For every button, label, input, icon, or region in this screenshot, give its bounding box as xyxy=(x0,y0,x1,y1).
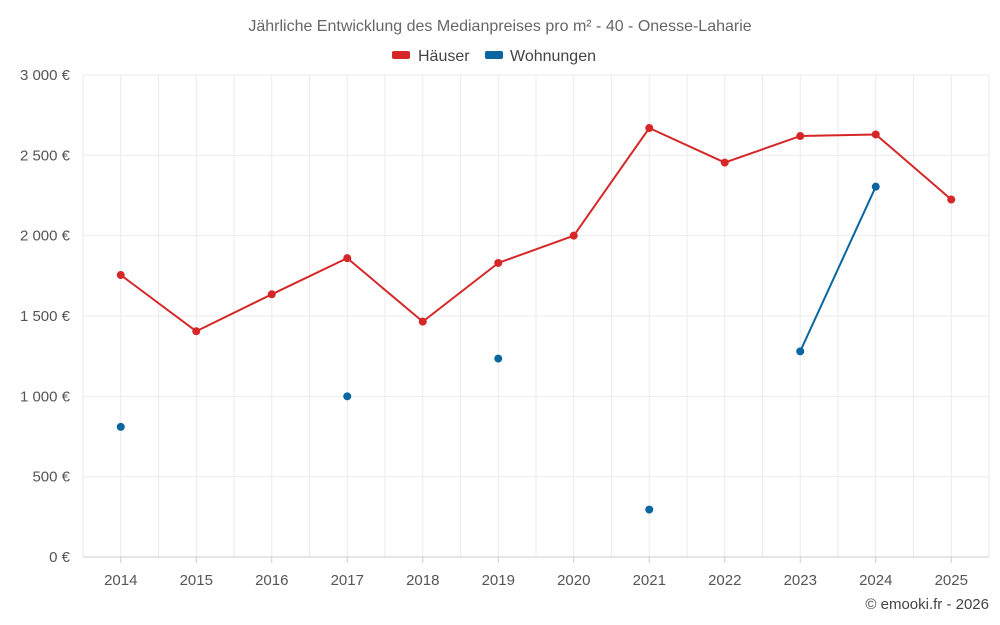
legend[interactable]: Häuser Wohnungen xyxy=(392,48,596,65)
x-tick-label: 2019 xyxy=(482,572,515,589)
credit: © emooki.fr - 2026 xyxy=(865,596,989,613)
data-point[interactable] xyxy=(796,347,805,356)
data-point[interactable] xyxy=(645,124,654,133)
series xyxy=(116,124,956,514)
grid xyxy=(82,74,990,557)
data-point[interactable] xyxy=(192,327,201,336)
x-tick-label: 2016 xyxy=(255,572,288,589)
legend-swatch-haeuser xyxy=(392,51,410,59)
x-tick-label: 2018 xyxy=(406,572,439,589)
x-axis: 2014 2015 2016 2017 2018 2019 2020 2021 2022 2023… xyxy=(83,556,989,589)
data-point[interactable] xyxy=(343,392,352,401)
legend-item-wohnungen[interactable]: Wohnungen xyxy=(485,48,596,65)
series-haeuser xyxy=(116,124,956,336)
x-tick-label: 2024 xyxy=(859,572,892,589)
data-point[interactable] xyxy=(116,422,125,431)
data-point[interactable] xyxy=(418,317,427,326)
y-tick-label: 3 000 € xyxy=(20,67,71,84)
x-tick-label: 2025 xyxy=(935,572,968,589)
y-tick-label: 0 € xyxy=(49,549,71,566)
legend-swatch-wohnungen xyxy=(485,51,503,59)
data-point[interactable] xyxy=(569,231,578,240)
y-tick-label: 1 500 € xyxy=(20,308,71,325)
data-point[interactable] xyxy=(871,182,880,191)
legend-item-haeuser[interactable]: Häuser xyxy=(392,48,470,65)
data-point[interactable] xyxy=(116,271,125,280)
x-tick-label: 2021 xyxy=(633,572,666,589)
x-tick-label: 2015 xyxy=(180,572,213,589)
data-point[interactable] xyxy=(343,254,352,263)
data-point[interactable] xyxy=(871,130,880,139)
y-tick-label: 500 € xyxy=(32,469,70,486)
data-point[interactable] xyxy=(947,195,956,204)
y-axis: 0 € 500 € 1 000 € 1 500 € 2 000 € 2 500 € 3 00… xyxy=(20,67,71,566)
y-tick-label: 2 000 € xyxy=(20,228,71,245)
series-line xyxy=(120,127,952,333)
y-tick-label: 1 000 € xyxy=(20,388,71,405)
series-line xyxy=(799,186,877,352)
data-point[interactable] xyxy=(267,290,276,299)
y-tick-label: 2 500 € xyxy=(20,147,71,164)
x-tick-label: 2020 xyxy=(557,572,590,589)
data-point[interactable] xyxy=(645,505,654,514)
data-point[interactable] xyxy=(494,258,503,267)
x-tick-label: 2022 xyxy=(708,572,741,589)
legend-label-haeuser: Häuser xyxy=(418,48,470,65)
legend-label-wohnungen: Wohnungen xyxy=(510,48,596,65)
x-tick-label: 2023 xyxy=(784,572,817,589)
data-point[interactable] xyxy=(796,132,805,141)
data-point[interactable] xyxy=(494,354,503,363)
chart-title: Jährliche Entwicklung des Medianpreises … xyxy=(248,18,751,35)
x-tick-label: 2017 xyxy=(331,572,364,589)
x-tick-label: 2014 xyxy=(104,572,137,589)
series-wohnungen xyxy=(116,182,880,514)
data-point[interactable] xyxy=(720,158,729,167)
